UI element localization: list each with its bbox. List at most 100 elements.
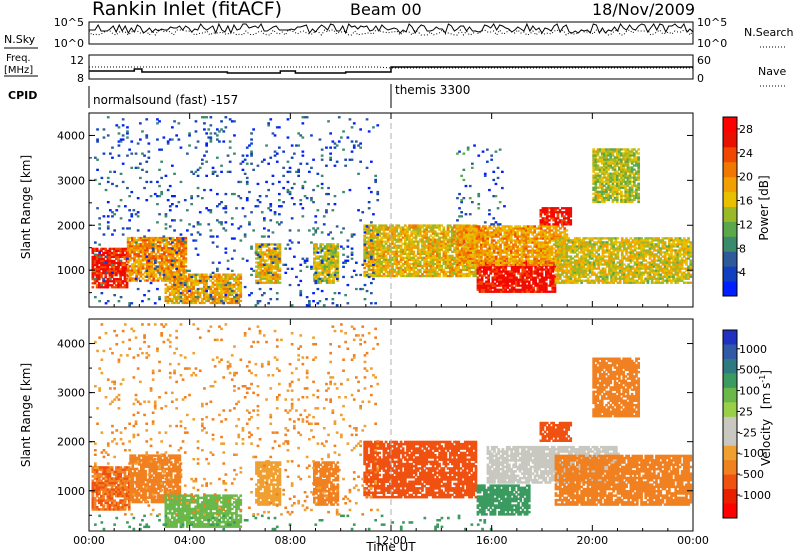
data-cell	[384, 254, 388, 257]
data-cell	[183, 295, 187, 299]
data-cell	[257, 257, 260, 260]
data-cell	[235, 291, 238, 294]
data-cell	[486, 241, 490, 244]
data-cell	[218, 273, 221, 276]
data-cell	[488, 249, 492, 252]
data-cell	[100, 282, 103, 285]
data-cell	[313, 253, 316, 256]
data-cell	[431, 260, 435, 263]
data-cell	[183, 287, 187, 290]
data-cell	[117, 282, 120, 285]
data-cell	[369, 264, 373, 268]
data-cell	[97, 265, 101, 269]
data-cell	[431, 258, 435, 261]
data-cell	[620, 259, 624, 262]
data-cell	[165, 236, 168, 240]
data-cell	[369, 252, 373, 255]
data-cell	[509, 225, 513, 228]
data-cell	[91, 267, 95, 271]
data-cell	[378, 238, 381, 241]
data-cell	[209, 291, 213, 294]
data-cell	[164, 295, 168, 299]
data-cell	[167, 236, 171, 240]
data-cell	[404, 236, 407, 239]
data-cell	[416, 234, 420, 237]
data-cell	[317, 257, 320, 260]
data-cell	[128, 247, 132, 250]
data-cell	[164, 273, 168, 276]
data-cell	[638, 269, 641, 272]
data-cell	[395, 240, 399, 243]
data-cell	[203, 287, 206, 290]
data-cell	[192, 285, 195, 288]
data-cell	[115, 261, 118, 265]
data-cell	[265, 281, 269, 284]
data-cell	[499, 243, 502, 246]
data-cell	[542, 259, 545, 262]
data-cell	[650, 279, 654, 282]
data-cell	[259, 279, 263, 282]
data-cell	[410, 244, 414, 247]
data-cell	[213, 293, 217, 297]
data-cell	[125, 286, 129, 289]
data-cell	[512, 263, 515, 266]
data-cell	[183, 301, 187, 305]
data-cell	[91, 286, 95, 289]
data-cell	[166, 285, 170, 288]
data-cell	[429, 274, 433, 278]
data-cell	[106, 259, 110, 263]
data-cell	[423, 232, 426, 235]
data-cell	[378, 274, 381, 278]
data-cell	[332, 277, 335, 280]
data-cell	[367, 250, 371, 253]
data-cell	[267, 257, 271, 260]
data-cell	[213, 291, 217, 294]
data-cell	[230, 273, 234, 276]
data-cell	[95, 284, 99, 287]
data-cell	[412, 254, 416, 257]
data-cell	[418, 248, 422, 251]
data-cell	[414, 236, 418, 239]
data-cell	[263, 259, 267, 262]
data-cell	[410, 256, 414, 259]
data-cell	[226, 277, 230, 280]
data-cell	[131, 273, 134, 276]
data-cell	[414, 254, 418, 257]
data-cell	[389, 260, 392, 263]
data-cell	[404, 252, 407, 255]
data-cell	[228, 285, 232, 288]
data-cell	[102, 282, 105, 285]
data-cell	[374, 262, 377, 266]
data-cell	[391, 256, 394, 259]
data-cell	[363, 252, 366, 255]
data-cell	[184, 271, 188, 274]
data-cell	[158, 255, 162, 258]
data-cell	[522, 251, 526, 254]
data-cell	[270, 263, 273, 266]
data-cell	[115, 255, 118, 259]
data-cell	[458, 225, 462, 228]
data-cell	[336, 259, 340, 262]
data-cell	[180, 255, 183, 258]
data-cell	[181, 279, 185, 282]
data-cell	[163, 236, 166, 240]
data-cell	[440, 266, 443, 270]
data-cell	[646, 281, 650, 284]
data-cell	[412, 260, 416, 263]
data-cell	[267, 275, 271, 278]
data-cell	[171, 245, 175, 248]
data-cell	[150, 263, 153, 266]
data-cell	[616, 253, 620, 256]
data-cell	[263, 251, 267, 254]
data-cell	[423, 262, 426, 266]
data-cell	[597, 267, 601, 270]
data-cell	[170, 283, 174, 286]
data-cell	[95, 278, 99, 281]
data-cell	[270, 275, 273, 278]
data-cell	[399, 230, 403, 233]
data-cell	[218, 277, 221, 280]
data-cell	[425, 260, 429, 263]
data-cell	[393, 268, 396, 272]
data-cell	[272, 257, 275, 260]
data-cell	[152, 275, 156, 278]
